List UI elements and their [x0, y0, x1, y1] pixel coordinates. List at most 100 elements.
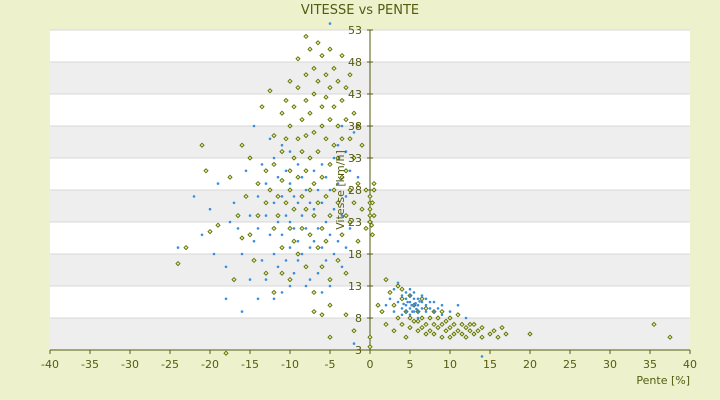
- data-point: [327, 302, 333, 308]
- data-point: [339, 232, 345, 238]
- data-point: [287, 123, 293, 129]
- data-point: [471, 331, 477, 337]
- data-point: [279, 270, 285, 276]
- data-point: [407, 315, 413, 321]
- x-tick-label: 40: [683, 358, 697, 371]
- data-point: [392, 310, 396, 313]
- data-point: [359, 206, 365, 212]
- data-point: [311, 289, 317, 296]
- data-point: [244, 169, 248, 173]
- data-point: [408, 287, 412, 291]
- data-point: [280, 195, 284, 198]
- data-point: [339, 97, 345, 104]
- data-point: [183, 244, 189, 251]
- y-tick-label: 8: [355, 312, 362, 325]
- data-point: [352, 342, 356, 345]
- data-point: [236, 227, 240, 230]
- data-point: [402, 302, 405, 306]
- data-point: [224, 297, 228, 301]
- data-point: [288, 246, 292, 249]
- x-tick-label: -30: [121, 358, 139, 371]
- data-point: [320, 201, 324, 205]
- data-point: [383, 276, 389, 283]
- data-points: [175, 22, 673, 358]
- data-point: [275, 193, 281, 200]
- data-point: [404, 297, 408, 301]
- data-point: [252, 239, 256, 243]
- data-point: [355, 238, 361, 244]
- data-point: [367, 193, 373, 200]
- data-point: [363, 187, 369, 193]
- data-point: [348, 227, 352, 230]
- data-point: [287, 225, 293, 232]
- data-point: [267, 88, 273, 94]
- data-point: [264, 182, 268, 185]
- data-point: [320, 291, 324, 294]
- data-point: [455, 312, 461, 318]
- data-point: [288, 150, 292, 153]
- data-point: [332, 252, 336, 256]
- data-point: [347, 219, 353, 225]
- data-point: [439, 334, 445, 340]
- x-tick-label: -5: [325, 358, 336, 371]
- data-point: [227, 174, 233, 180]
- data-point: [303, 168, 309, 174]
- x-tick-label: -35: [81, 358, 99, 371]
- data-point: [328, 284, 332, 288]
- data-point: [428, 307, 432, 310]
- data-point: [271, 161, 277, 168]
- data-point: [335, 155, 341, 161]
- data-point: [384, 303, 388, 307]
- data-point: [414, 301, 417, 305]
- data-point: [400, 307, 404, 310]
- data-point: [347, 136, 353, 142]
- data-point: [415, 318, 421, 324]
- x-axis-label: Pente [%]: [636, 374, 690, 387]
- data-point: [327, 212, 333, 219]
- data-point: [240, 252, 244, 256]
- data-point: [463, 324, 469, 331]
- data-point: [272, 201, 276, 205]
- data-point: [256, 195, 260, 198]
- data-point: [404, 303, 408, 307]
- data-point: [327, 116, 333, 123]
- data-point: [243, 193, 249, 200]
- data-point: [464, 316, 468, 320]
- x-tick-label: 25: [563, 358, 577, 371]
- data-point: [447, 324, 453, 331]
- data-point: [424, 310, 428, 313]
- data-point: [527, 331, 533, 337]
- data-point: [295, 84, 301, 91]
- data-point: [319, 264, 325, 270]
- data-point: [263, 200, 269, 206]
- data-point: [292, 271, 296, 275]
- y-axis-label: Vitesse [km/h]: [334, 150, 347, 230]
- y-tick-label: 43: [348, 88, 362, 101]
- data-point: [283, 97, 289, 104]
- data-point: [415, 328, 421, 334]
- y-tick-label: 13: [348, 280, 362, 293]
- data-point: [415, 307, 418, 311]
- x-tick-label: -20: [201, 358, 219, 371]
- data-point: [419, 324, 425, 331]
- data-point: [323, 72, 329, 78]
- data-point: [299, 225, 305, 232]
- data-point: [328, 233, 332, 237]
- data-point: [416, 303, 420, 307]
- data-point: [235, 212, 241, 219]
- data-point: [200, 233, 204, 237]
- data-point: [336, 239, 340, 243]
- data-point: [316, 188, 320, 192]
- data-point: [412, 297, 416, 301]
- data-point: [440, 313, 444, 317]
- data-point: [396, 300, 400, 304]
- data-point: [327, 334, 333, 340]
- data-point: [267, 187, 273, 193]
- data-point: [296, 163, 300, 166]
- data-point: [459, 331, 465, 337]
- data-point: [283, 200, 289, 206]
- data-point: [304, 284, 308, 288]
- data-point: [307, 232, 313, 238]
- data-point: [323, 136, 329, 142]
